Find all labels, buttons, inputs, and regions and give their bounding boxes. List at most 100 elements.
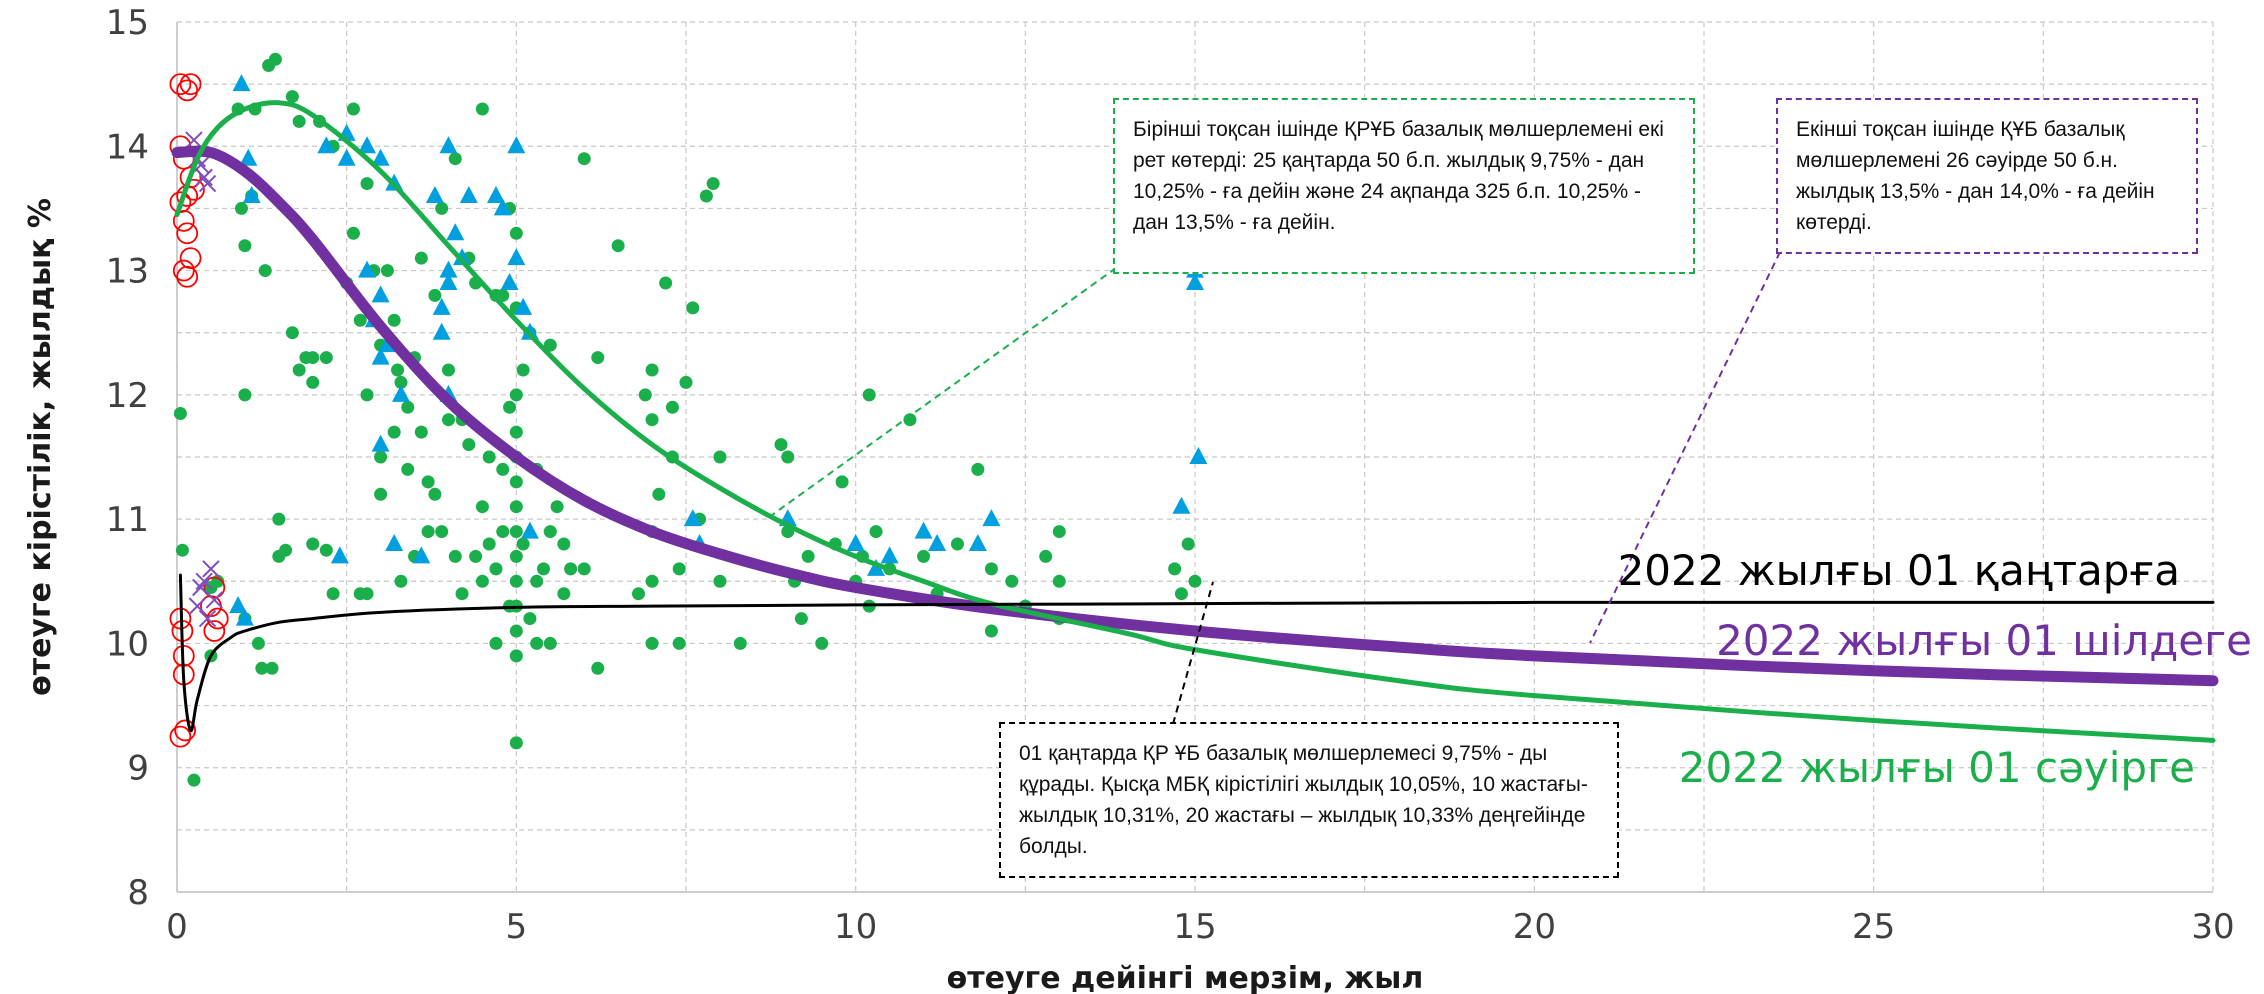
x-tick-label: 15: [1173, 907, 1216, 947]
point-apr: [360, 388, 374, 402]
point-triangle: [358, 260, 377, 278]
fitted-curves: [171, 100, 2219, 743]
point-open-circle: [203, 576, 226, 599]
point-apr: [659, 276, 673, 290]
point-apr: [550, 500, 564, 514]
point-triangle: [432, 297, 451, 315]
point-open-circle: [203, 620, 226, 642]
leader-apr: [771, 267, 1117, 516]
point-apr: [903, 413, 917, 427]
y-tick-label: 8: [127, 873, 149, 913]
point-apr: [543, 525, 557, 539]
x-tick-label: 20: [1513, 907, 1556, 947]
point-triangle: [371, 148, 390, 166]
point-cross: [195, 168, 213, 187]
point-apr: [530, 574, 544, 588]
point-apr: [516, 363, 530, 377]
point-triangle: [1172, 496, 1191, 514]
point-apr: [665, 400, 679, 414]
point-triangle: [493, 198, 512, 216]
point-triangle: [432, 322, 451, 340]
point-triangle: [358, 136, 377, 154]
point-apr: [448, 152, 462, 166]
point-apr: [509, 624, 523, 638]
point-apr: [346, 226, 360, 240]
point-apr: [699, 189, 713, 203]
y-tick-label: 14: [106, 127, 149, 167]
point-apr: [1052, 574, 1066, 588]
point-triangle: [982, 509, 1001, 527]
point-triangle: [514, 297, 533, 315]
point-apr: [414, 425, 428, 439]
point-apr: [401, 462, 415, 476]
point-triangle: [391, 384, 410, 402]
point-apr: [509, 500, 523, 514]
point-apr: [380, 264, 394, 278]
point-triangle: [235, 608, 254, 626]
point-apr: [306, 375, 320, 389]
point-apr: [577, 562, 591, 576]
point-open-circle: [179, 73, 202, 96]
point-apr: [306, 351, 320, 365]
point-apr: [489, 636, 503, 650]
x-tick-label: 0: [166, 907, 188, 947]
cross-stroke: [195, 168, 213, 187]
point-apr: [421, 475, 435, 489]
x-axis-title: өтеуге дейінгі мерзім, жыл: [947, 961, 1424, 994]
y-tick-label: 15: [106, 3, 149, 43]
point-open-circle: [179, 247, 202, 270]
point-apr: [255, 661, 269, 675]
curve-jan: [178, 573, 2215, 732]
point-apr: [503, 400, 517, 414]
point-apr: [557, 537, 571, 551]
point-apr: [1188, 574, 1202, 588]
point-apr: [292, 114, 306, 128]
point-triangle: [242, 186, 261, 203]
point-apr: [917, 549, 931, 563]
cross-stroke: [195, 572, 213, 590]
point-apr: [781, 450, 795, 464]
point-apr: [475, 574, 489, 588]
leader-jan: [1172, 581, 1214, 725]
point-apr: [394, 375, 408, 389]
point-apr: [971, 462, 985, 476]
data-points: [169, 52, 1208, 787]
point-apr: [187, 773, 201, 787]
point-apr: [591, 351, 605, 365]
point-apr: [292, 363, 306, 377]
point-apr: [234, 201, 248, 215]
point-triangle: [880, 546, 899, 564]
point-triangle: [371, 285, 390, 303]
point-cross: [198, 174, 217, 193]
point-apr: [509, 549, 523, 563]
cross-stroke: [185, 131, 203, 149]
curve-label-apr: 2022 жылғы 01 сәуірге: [1679, 743, 2195, 792]
point-apr: [387, 313, 401, 327]
point-triangle: [371, 434, 390, 452]
point-apr: [251, 636, 265, 650]
point-apr: [733, 636, 747, 650]
point-apr: [279, 543, 293, 557]
point-apr: [713, 574, 727, 588]
point-apr: [475, 500, 489, 514]
curve-label-jan: 2022 жылғы 01 қаңтарға: [1618, 546, 2180, 595]
point-apr: [238, 239, 252, 253]
point-apr: [421, 525, 435, 539]
point-cross: [195, 572, 213, 590]
point-triangle: [337, 148, 356, 166]
point-apr: [482, 537, 496, 551]
tick-labels: 0 5 10 15 20 25 30 8 9 10 11 12 13 14 15: [106, 3, 2235, 947]
point-apr: [346, 102, 360, 116]
point-apr: [815, 636, 829, 650]
point-triangle: [500, 273, 519, 290]
point-triangle: [371, 347, 390, 365]
point-triangle: [439, 136, 458, 154]
point-apr: [394, 574, 408, 588]
point-apr: [1181, 537, 1195, 551]
point-apr: [591, 661, 605, 675]
x-tick-label: 25: [1852, 907, 1895, 947]
point-apr: [469, 549, 483, 563]
point-apr: [652, 487, 666, 501]
point-apr: [869, 525, 883, 539]
